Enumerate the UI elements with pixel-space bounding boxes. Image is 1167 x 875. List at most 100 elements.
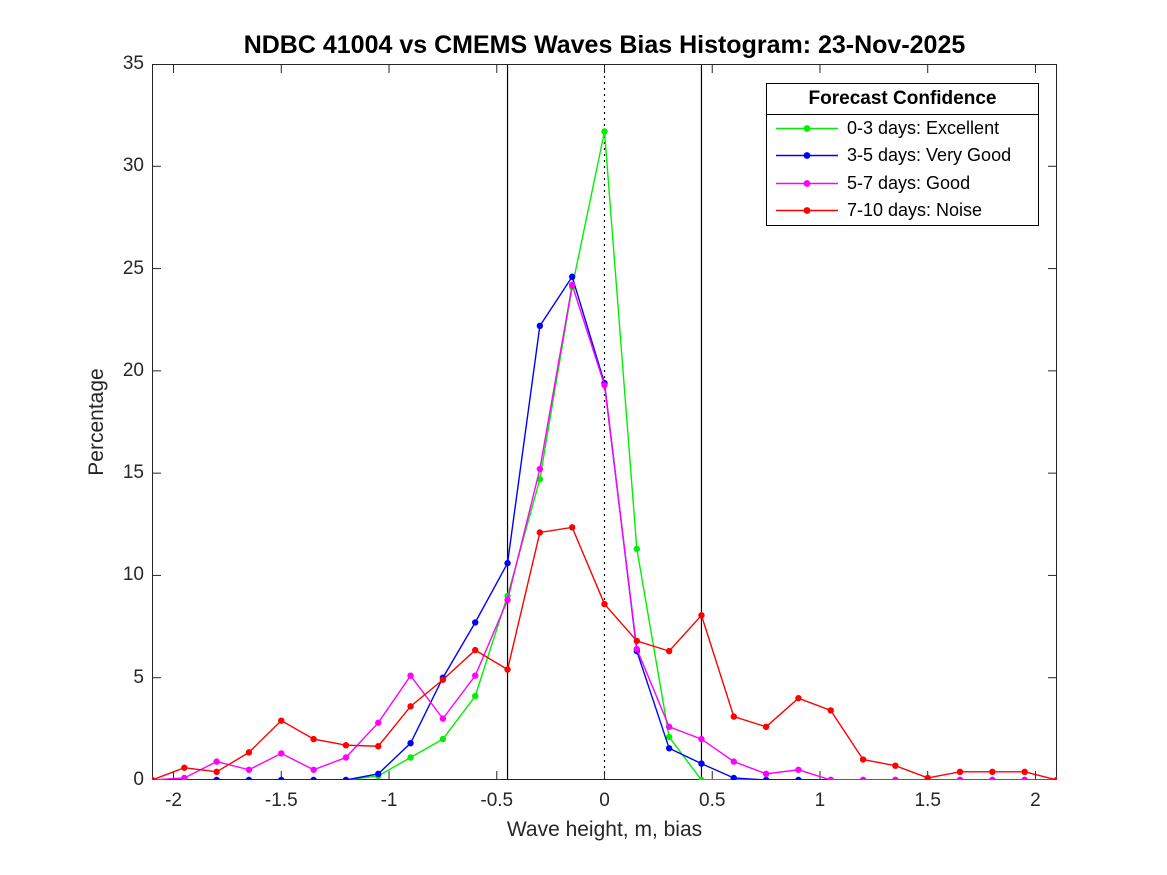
x-tick-label: 1 bbox=[814, 790, 826, 811]
series-marker-1 bbox=[504, 559, 511, 567]
series-marker-0 bbox=[439, 735, 447, 743]
series-marker-2 bbox=[568, 281, 576, 289]
series-marker-3 bbox=[956, 768, 964, 776]
legend-rows: 0-3 days: Excellent 3-5 days: Very Good 5-… bbox=[767, 115, 1038, 224]
series-marker-0 bbox=[665, 733, 673, 741]
series-marker-3 bbox=[504, 666, 511, 673]
series-marker-1 bbox=[213, 776, 220, 784]
legend-entry-label: 7-10 days: Noise bbox=[847, 199, 983, 220]
series-marker-3 bbox=[342, 742, 350, 749]
series-marker-1 bbox=[245, 776, 253, 784]
series-marker-2 bbox=[342, 754, 350, 761]
series-marker-3 bbox=[601, 600, 608, 608]
series-marker-2 bbox=[439, 715, 447, 722]
series-marker-3 bbox=[1053, 776, 1061, 784]
x-tick-label: 1.5 bbox=[914, 790, 941, 811]
legend-entry: 7-10 days: Noise bbox=[776, 200, 1038, 221]
legend-entry-label: 3-5 days: Very Good bbox=[847, 145, 1012, 166]
series-marker-1 bbox=[407, 739, 414, 747]
series-marker-2 bbox=[859, 776, 867, 784]
series-marker-0 bbox=[633, 545, 641, 553]
legend-title: Forecast Confidence bbox=[767, 84, 1038, 115]
series-marker-1 bbox=[698, 760, 705, 767]
series-marker-1 bbox=[472, 619, 479, 626]
series-marker-2 bbox=[472, 672, 479, 679]
series-marker-3 bbox=[375, 743, 382, 750]
y-tick-label: 25 bbox=[122, 257, 144, 279]
series-marker-3 bbox=[278, 717, 285, 724]
plot-area bbox=[148, 63, 1061, 784]
series-marker-1 bbox=[278, 776, 285, 784]
legend-entry-label: 0-3 days: Excellent bbox=[847, 118, 1000, 139]
series-marker-3 bbox=[989, 768, 996, 776]
series-marker-3 bbox=[407, 703, 414, 710]
series-marker-2 bbox=[665, 723, 673, 731]
series-marker-2 bbox=[956, 776, 964, 784]
series-marker-2 bbox=[698, 735, 705, 743]
series-marker-1 bbox=[342, 776, 350, 784]
series-marker-1 bbox=[665, 745, 673, 752]
legend-entry: 5-7 days: Good bbox=[776, 173, 1038, 194]
chart-title: NDBC 41004 vs CMEMS Waves Bias Histogram… bbox=[243, 31, 966, 59]
series-marker-3 bbox=[213, 768, 220, 776]
series-marker-0 bbox=[407, 754, 414, 761]
legend-entry-label: 5-7 days: Good bbox=[847, 172, 971, 193]
series-marker-3 bbox=[665, 647, 673, 655]
series-marker-3 bbox=[730, 713, 737, 720]
series-marker-3 bbox=[859, 756, 867, 763]
y-tick-label: 0 bbox=[133, 769, 144, 790]
series-marker-2 bbox=[310, 766, 317, 773]
series-marker-2 bbox=[181, 774, 188, 782]
series-marker-3 bbox=[472, 646, 479, 654]
series-marker-2 bbox=[601, 381, 608, 389]
series-marker-1 bbox=[730, 774, 737, 782]
series-marker-1 bbox=[536, 322, 544, 330]
x-tick-label: 2 bbox=[1030, 790, 1041, 811]
series-marker-2 bbox=[795, 766, 802, 773]
x-tick-label: 0 bbox=[599, 790, 610, 811]
series-marker-1 bbox=[375, 770, 382, 778]
series-marker-1 bbox=[795, 776, 802, 784]
x-tick-label: 0.5 bbox=[699, 790, 726, 811]
y-tick-label: 30 bbox=[122, 155, 144, 177]
series-marker-3 bbox=[568, 524, 576, 531]
y-tick-label: 5 bbox=[133, 666, 144, 688]
x-tick-label: -1 bbox=[380, 790, 398, 811]
legend-entry: 3-5 days: Very Good bbox=[776, 145, 1038, 166]
legend-line-sample bbox=[776, 206, 838, 214]
series-marker-3 bbox=[827, 707, 834, 714]
series-marker-1 bbox=[762, 776, 770, 784]
series-marker-0 bbox=[472, 692, 479, 700]
series-marker-2 bbox=[407, 672, 414, 679]
series-marker-3 bbox=[439, 676, 447, 683]
y-tick-label: 10 bbox=[122, 564, 144, 586]
series-marker-2 bbox=[375, 719, 382, 726]
series-marker-2 bbox=[892, 776, 899, 784]
series-marker-3 bbox=[536, 529, 544, 536]
series-marker-2 bbox=[762, 770, 770, 778]
series-marker-2 bbox=[213, 758, 220, 765]
series-marker-2 bbox=[827, 776, 834, 784]
series-marker-3 bbox=[181, 764, 188, 771]
series-marker-3 bbox=[795, 694, 802, 702]
series-marker-1 bbox=[568, 273, 576, 280]
legend-line-sample bbox=[776, 152, 838, 160]
series-marker-1 bbox=[310, 776, 317, 784]
legend: Forecast Confidence 0-3 days: Excellent 3… bbox=[766, 83, 1039, 226]
series-marker-2 bbox=[633, 645, 641, 653]
series-marker-2 bbox=[278, 750, 285, 757]
legend-line-sample bbox=[776, 125, 838, 133]
series-marker-3 bbox=[148, 776, 156, 784]
series-marker-3 bbox=[892, 762, 899, 769]
series-marker-0 bbox=[601, 128, 608, 135]
y-tick-label: 15 bbox=[122, 462, 144, 484]
series-marker-2 bbox=[536, 465, 544, 473]
series-marker-3 bbox=[1021, 768, 1028, 776]
x-axis-label: Wave height, m, bias bbox=[506, 818, 703, 841]
series-marker-3 bbox=[245, 749, 253, 756]
series-marker-2 bbox=[245, 766, 253, 773]
x-tick-label: -1.5 bbox=[264, 790, 298, 811]
series-marker-2 bbox=[989, 776, 996, 784]
series-marker-2 bbox=[504, 596, 511, 604]
